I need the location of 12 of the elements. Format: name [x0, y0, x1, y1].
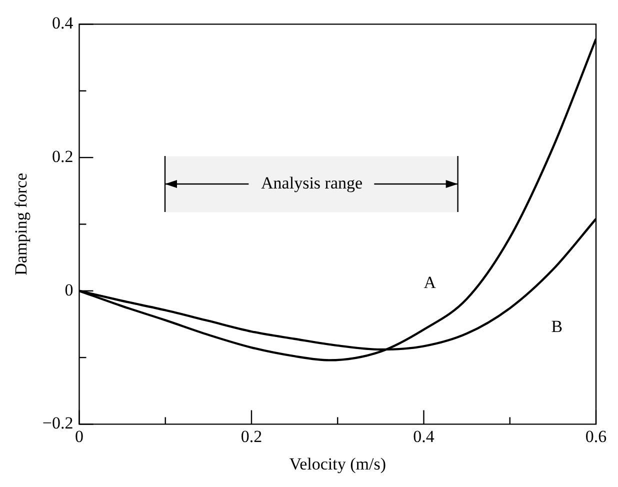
y-axis-title: Damping force [12, 172, 31, 276]
series-label: B [551, 317, 563, 336]
y-tick-label: 0.2 [52, 147, 74, 166]
x-tick-label: 0.4 [413, 426, 435, 446]
x-tick-label: 0.6 [585, 426, 607, 446]
x-axis-title: Velocity (m/s) [289, 454, 386, 474]
series-label: A [424, 273, 437, 292]
y-tick-label: −0.2 [42, 414, 74, 433]
band-label: Analysis range [261, 174, 363, 193]
x-tick-label: 0.2 [240, 426, 262, 446]
y-tick-label: 0 [64, 280, 74, 300]
y-tick-label: 0.4 [52, 14, 74, 33]
